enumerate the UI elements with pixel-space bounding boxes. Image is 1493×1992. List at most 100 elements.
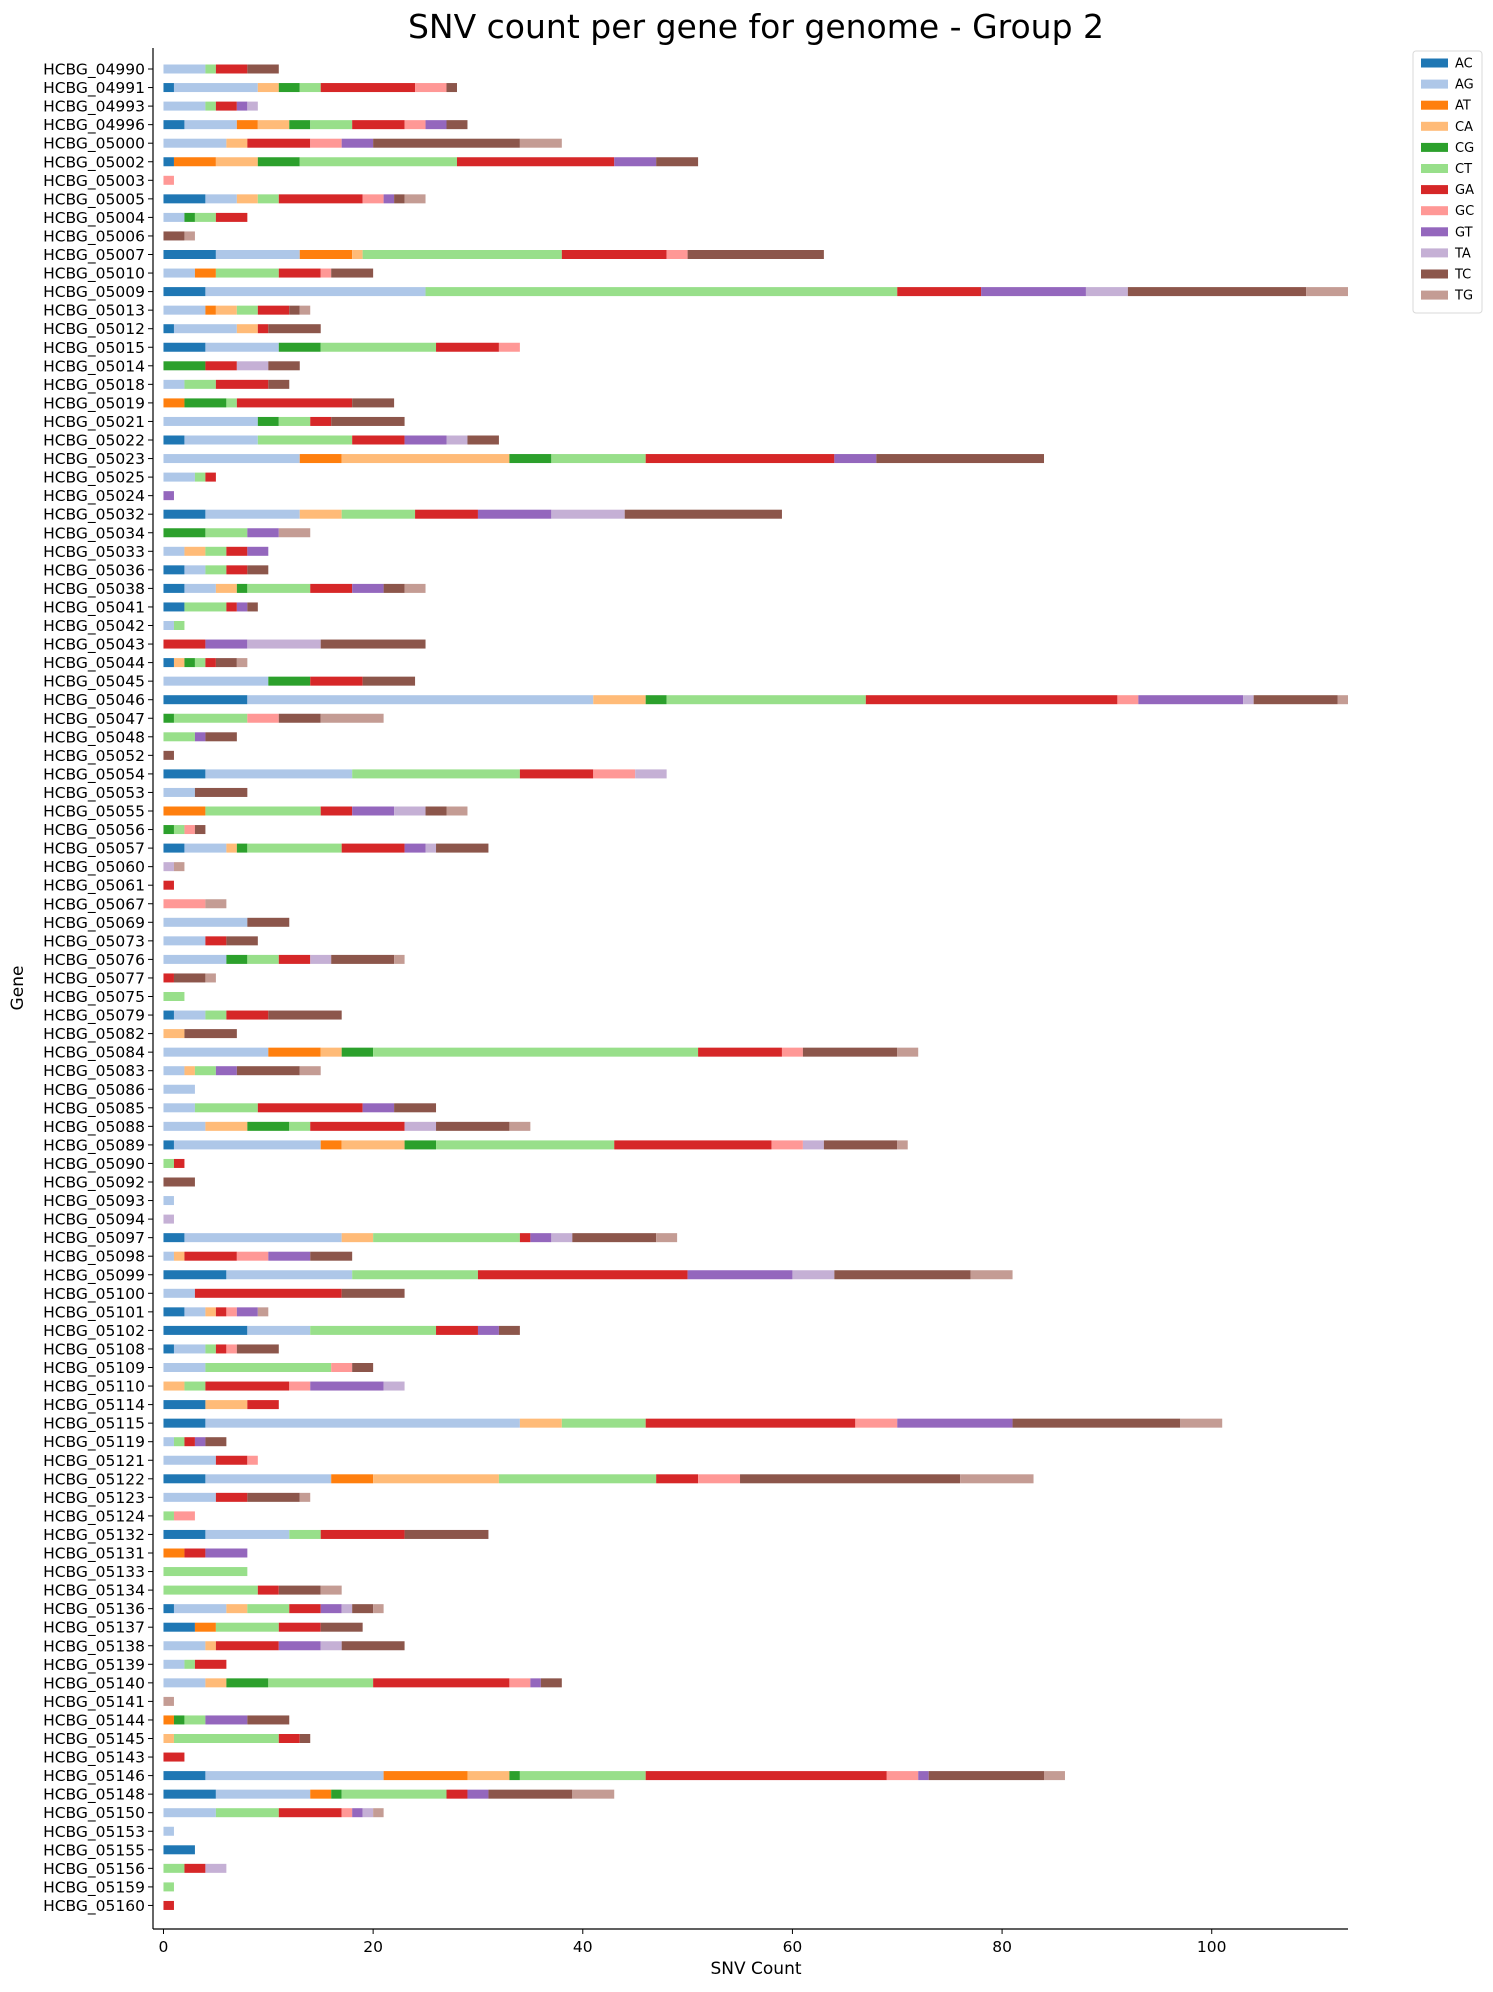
y-tick-label: HCBG_05086 [43, 1081, 145, 1100]
bar-segment-ac [163, 1622, 195, 1632]
y-tick-label: HCBG_05108 [43, 1340, 145, 1359]
y-tick-label: HCBG_05032 [43, 506, 145, 525]
bar-segment-tc [247, 917, 290, 927]
y-tick-label: HCBG_05153 [43, 1823, 145, 1842]
y-tick-label: HCBG_05143 [43, 1749, 145, 1768]
bar-segment-ct [173, 825, 185, 835]
bar-segment-tg [1337, 695, 1348, 705]
bar-segment-ag [163, 138, 227, 148]
legend-label-ga: GA [1455, 183, 1474, 198]
bar-segment-cg [289, 120, 311, 130]
bar-segment-ta [236, 361, 269, 371]
bar-segment-ct [173, 1734, 279, 1743]
bar-segment-gt [477, 509, 552, 519]
y-tick-label: HCBG_05109 [43, 1359, 145, 1378]
bar-segment-ct [205, 1010, 227, 1020]
bar-segment-gt [247, 546, 269, 556]
bar-segment-ag [163, 416, 258, 426]
y-tick-label: HCBG_05089 [43, 1136, 145, 1155]
bar-segment-ct [373, 1233, 520, 1243]
y-tick-label: HCBG_05042 [43, 617, 145, 636]
bar-segment-tc [352, 1363, 374, 1372]
bar-segment-ca [205, 1400, 248, 1410]
bar-segment-gc [771, 1140, 803, 1150]
bar-segment-tc [352, 398, 395, 408]
bar-segment-ca [341, 454, 510, 464]
y-tick-label: HCBG_05033 [43, 543, 145, 562]
bar-segment-ct [341, 1789, 447, 1799]
bar-segment-ct [205, 806, 321, 816]
bar-segment-ct [205, 1363, 332, 1372]
bar-segment-ca [352, 250, 363, 259]
bar-segment-ag [163, 1437, 174, 1447]
bar-segment-gc [666, 250, 688, 259]
bar-segment-ga [205, 658, 216, 668]
bar-segment-at [205, 305, 216, 315]
legend-swatch-at [1421, 100, 1448, 110]
bar-segment-ca [257, 120, 290, 130]
bar-segment-ct [289, 1529, 321, 1539]
y-tick-label: HCBG_05057 [43, 840, 145, 859]
bar-segment-gt [477, 1325, 499, 1335]
bar-segment-gt [247, 528, 279, 538]
bar-segment-ga [456, 157, 615, 167]
bar-segment-tg [373, 1604, 384, 1614]
bar-segment-ag [205, 342, 279, 352]
bar-segment-cg [184, 212, 195, 222]
bar-segment-ga [226, 1010, 269, 1020]
bar-segment-tc [331, 268, 374, 278]
legend-label-ca: CA [1455, 120, 1473, 135]
bar-segment-at [163, 398, 185, 408]
bar-segment-tc [184, 1029, 237, 1039]
bar-segment-ag [163, 1066, 185, 1076]
y-axis-label: Gene [8, 966, 28, 1011]
bar-segment-ct [173, 1437, 185, 1447]
y-tick-label: HCBG_05022 [43, 432, 145, 451]
legend-label-ta: TA [1454, 246, 1471, 261]
bar-segment-ct [299, 157, 457, 167]
bar-segment-ta [247, 101, 258, 111]
bar-segment-ag [163, 546, 185, 556]
bar-segment-ct [247, 843, 342, 853]
bar-segment-cg [163, 825, 174, 835]
y-tick-label: HCBG_05003 [43, 172, 145, 191]
bar-segment-gt [320, 1604, 342, 1614]
y-tick-label: HCBG_05054 [43, 765, 145, 784]
bar-segment-at [163, 1715, 174, 1725]
bar-segment-ac [163, 1474, 206, 1484]
bar-segment-gt [530, 1678, 541, 1688]
legend-swatch-cg [1421, 142, 1448, 152]
bar-segment-ag [163, 1641, 206, 1651]
bar-segment-gt [614, 157, 657, 167]
bar-segment-ct [163, 1863, 185, 1873]
bar-segment-at [194, 1622, 216, 1632]
bar-segment-ga [278, 1622, 321, 1632]
bar-segment-ag [226, 1270, 353, 1280]
bar-segment-cg [163, 528, 206, 538]
bar-segment-at [163, 806, 206, 816]
bar-segment-ta [320, 1641, 342, 1651]
bar-segment-gt [897, 1418, 1013, 1428]
y-tick-label: HCBG_05093 [43, 1192, 145, 1211]
bar-segment-tc [299, 1734, 311, 1743]
bar-segment-gc [163, 899, 206, 909]
bar-segment-ga [278, 1808, 342, 1818]
bar-segment-gt [981, 287, 1086, 297]
y-tick-label: HCBG_05075 [43, 988, 145, 1007]
bar-segment-ag [163, 64, 206, 74]
y-tick-label: HCBG_05046 [43, 691, 145, 710]
y-tick-label: HCBG_05090 [43, 1155, 145, 1174]
x-tick-label: 0 [159, 1938, 169, 1956]
bar-segment-tg [278, 528, 311, 538]
bar-segment-ga [205, 361, 237, 371]
bar-segment-ac [163, 287, 206, 297]
bar-segment-ga [446, 1789, 468, 1799]
bar-segment-gt [236, 101, 248, 111]
bar-segment-ga [236, 398, 353, 408]
bar-segment-ct [163, 1585, 258, 1595]
bar-segment-ct [205, 1344, 216, 1354]
bar-segment-ct [666, 695, 866, 705]
bar-segment-ac [163, 695, 248, 705]
bar-segment-tc [163, 231, 185, 241]
bar-segment-ga [163, 1752, 185, 1762]
